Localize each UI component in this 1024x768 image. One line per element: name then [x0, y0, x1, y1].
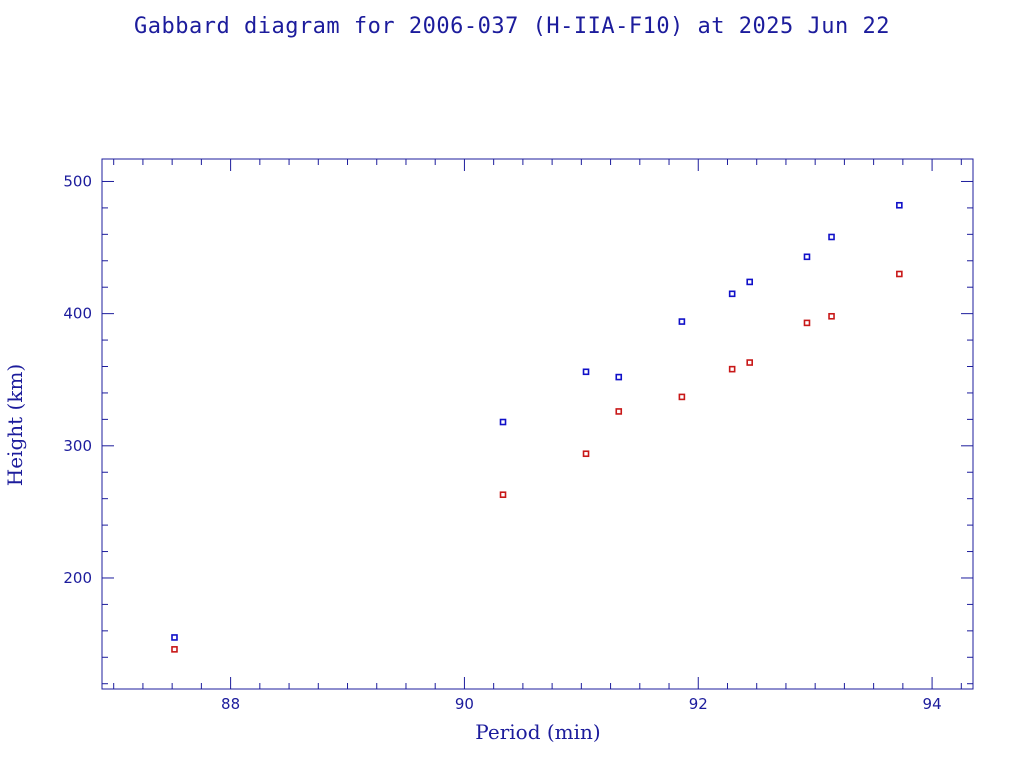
x-tick-label: 92: [689, 695, 708, 713]
plot-border: [101, 158, 974, 690]
apogee-point: [746, 278, 753, 286]
perigee-point: [582, 450, 590, 458]
x-tick-label: 94: [923, 695, 942, 713]
apogee-point: [828, 233, 835, 241]
tick-labels: 88 90 92 94 200 300 400 500: [63, 172, 941, 713]
apogee-point: [728, 290, 736, 298]
x-tick-label: 90: [455, 695, 474, 713]
axis-ticks: [102, 159, 973, 689]
apogee-point: [803, 253, 811, 261]
apogee-point: [499, 418, 507, 426]
y-tick-label: 400: [63, 305, 92, 323]
apogee-point: [896, 201, 903, 209]
perigee-point: [499, 491, 507, 499]
apogee-point: [582, 368, 590, 376]
apogee-point: [615, 373, 623, 381]
perigee-point: [171, 646, 178, 653]
perigee-point: [615, 408, 623, 415]
y-tick-label: 500: [63, 172, 92, 190]
apogee-point: [171, 634, 178, 641]
plot-frame: [101, 158, 974, 690]
perigee-point: [678, 393, 686, 401]
perigee-point: [746, 359, 753, 366]
chart-title: Gabbard diagram for 2006-037 (H-IIA-F10)…: [134, 14, 890, 39]
perigee-point: [728, 365, 736, 373]
perigee-point: [896, 270, 903, 278]
x-axis-label: Period (min): [475, 720, 600, 744]
y-tick-label: 200: [63, 569, 92, 587]
y-axis-label: Height (km): [3, 364, 27, 486]
perigee-point: [803, 319, 811, 327]
perigee-point: [828, 312, 835, 320]
x-tick-label: 88: [221, 695, 240, 713]
y-tick-label: 300: [63, 437, 92, 455]
apogee-point: [678, 318, 686, 325]
data-points: [171, 201, 903, 653]
